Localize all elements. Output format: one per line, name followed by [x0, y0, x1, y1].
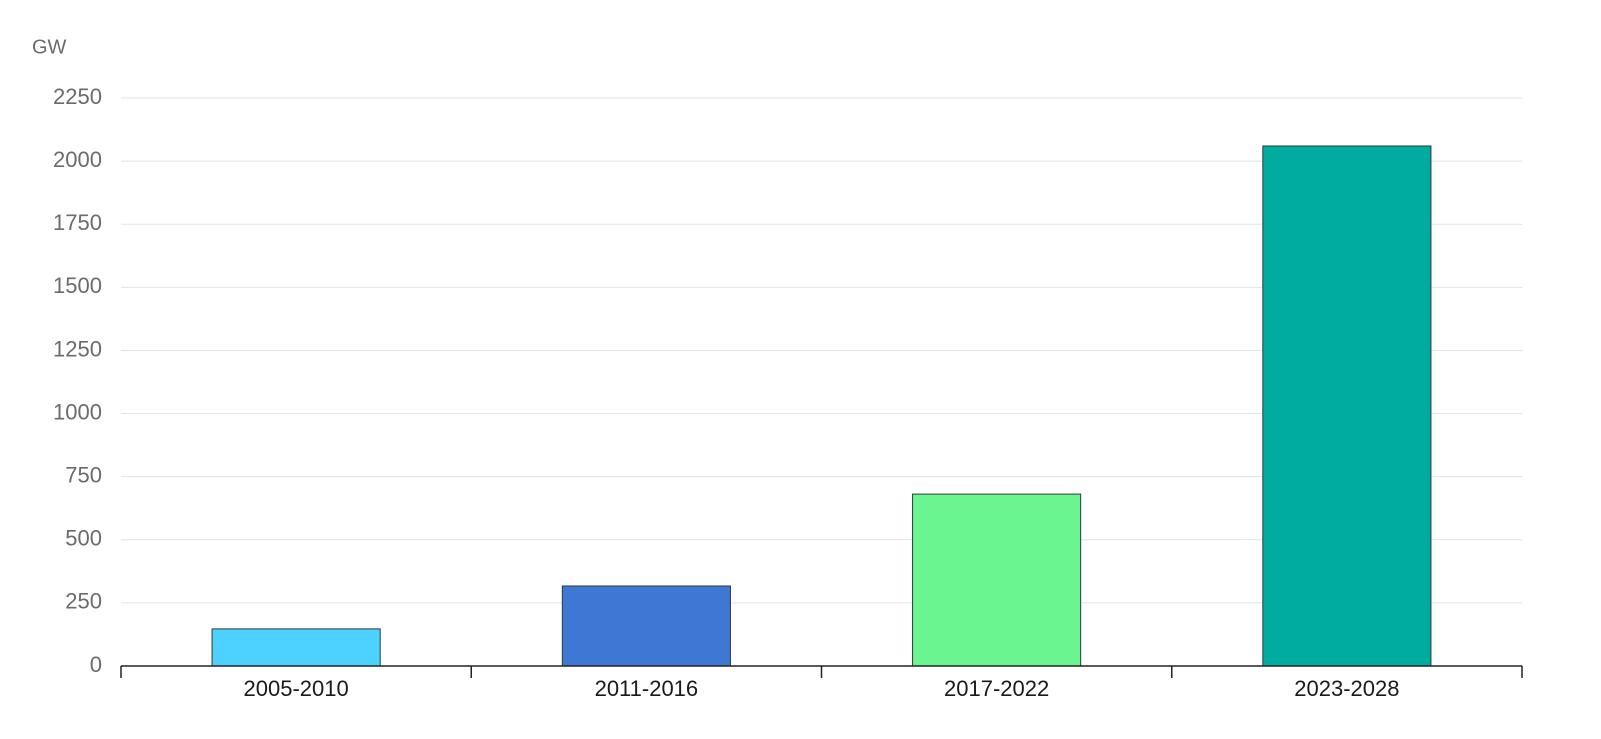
bar: [211, 628, 381, 667]
x-tick-label: 2017-2022: [944, 676, 1049, 701]
y-tick-label: 2000: [53, 147, 102, 172]
x-tick-label: 2011-2016: [595, 676, 699, 701]
bar: [561, 585, 731, 667]
y-tick-label: 250: [65, 589, 102, 614]
y-tick-label: 750: [65, 462, 102, 487]
y-tick-label: 1750: [53, 210, 102, 235]
x-tick-label: 2005-2010: [244, 676, 349, 701]
y-tick-label: 1500: [53, 273, 102, 298]
y-tick-label: 0: [90, 652, 102, 677]
bar: [912, 493, 1082, 667]
y-axis-unit: GW: [32, 36, 67, 58]
y-tick-label: 1250: [53, 336, 102, 361]
bar: [1262, 145, 1432, 667]
x-tick-label: 2023-2028: [1294, 676, 1399, 701]
y-tick-label: 2250: [53, 84, 102, 109]
y-tick-label: 500: [65, 526, 102, 551]
y-tick-label: 1000: [53, 399, 102, 424]
